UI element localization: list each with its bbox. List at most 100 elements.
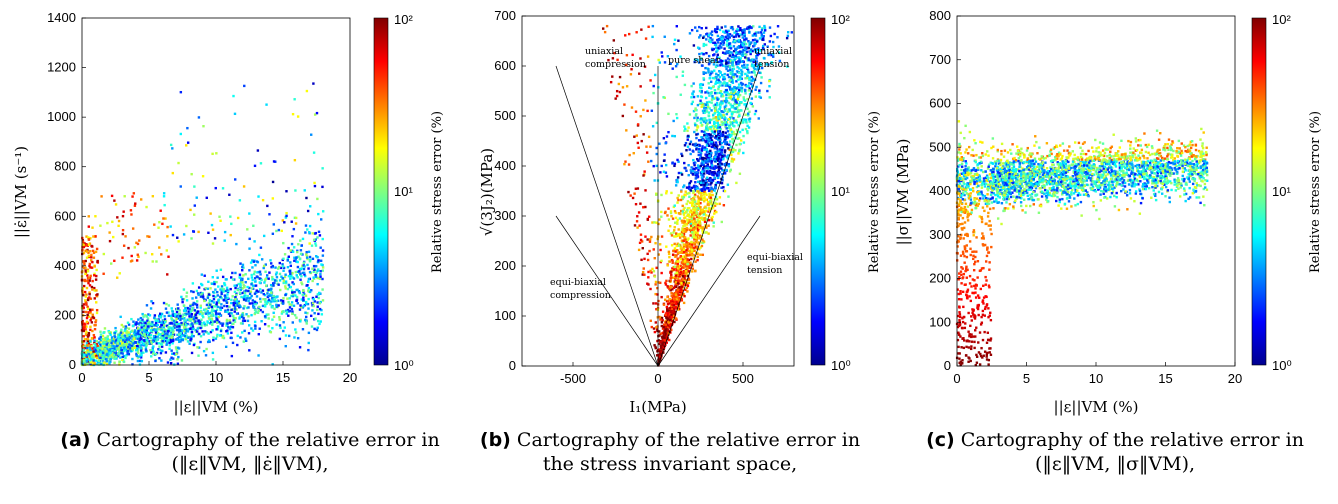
- point-a: [219, 306, 222, 309]
- point-a: [197, 354, 200, 357]
- point-b: [668, 287, 671, 291]
- point-b: [685, 186, 689, 189]
- point-a: [316, 326, 319, 330]
- point-b: [730, 115, 734, 118]
- point-a: [91, 308, 94, 311]
- point-a: [138, 340, 141, 344]
- point-b: [771, 40, 775, 44]
- point-a: [129, 209, 133, 212]
- point-a: [244, 273, 247, 276]
- point-a: [91, 347, 94, 350]
- point-a: [86, 348, 89, 352]
- point-b: [681, 275, 685, 278]
- point-a: [207, 306, 210, 309]
- point-a: [151, 195, 155, 198]
- point-b: [655, 152, 658, 156]
- point-b: [719, 128, 722, 131]
- point-b: [705, 110, 709, 113]
- point-b: [634, 187, 638, 190]
- point-b: [768, 26, 772, 29]
- point-b: [738, 130, 742, 134]
- point-b: [718, 126, 722, 129]
- point-a: [165, 302, 168, 306]
- point-b: [670, 275, 673, 278]
- point-b: [684, 288, 687, 292]
- point-a: [225, 330, 228, 333]
- point-a: [209, 318, 212, 322]
- point-a: [98, 343, 102, 347]
- point-b: [700, 244, 704, 248]
- point-a: [86, 339, 90, 343]
- point-a: [255, 260, 259, 263]
- point-a: [89, 355, 93, 359]
- point-a: [167, 339, 170, 342]
- point-a: [206, 321, 209, 324]
- point-a: [239, 282, 242, 286]
- point-b: [732, 40, 735, 44]
- point-a: [302, 290, 305, 294]
- point-b: [724, 52, 727, 55]
- point-b: [678, 289, 682, 292]
- point-a: [243, 84, 246, 88]
- point-a: [81, 355, 84, 359]
- point-a: [302, 261, 306, 265]
- point-b: [665, 311, 668, 315]
- point-a: [294, 189, 297, 192]
- point-a: [197, 293, 200, 296]
- point-b: [761, 27, 764, 30]
- point-b: [699, 82, 703, 86]
- point-b: [733, 90, 737, 93]
- point-a: [242, 296, 245, 300]
- point-a: [300, 267, 303, 270]
- point-a: [149, 329, 153, 332]
- point-a: [301, 293, 304, 297]
- point-a: [151, 323, 154, 326]
- point-a: [282, 297, 285, 300]
- point-a: [199, 335, 203, 338]
- point-b: [661, 345, 664, 348]
- point-b: [678, 307, 681, 311]
- point-a: [125, 326, 128, 329]
- point-b: [720, 46, 723, 49]
- point-a: [246, 228, 249, 231]
- point-b: [701, 187, 704, 191]
- point-b: [666, 55, 670, 58]
- point-b: [710, 101, 713, 104]
- point-b: [697, 153, 700, 157]
- point-a: [195, 317, 198, 320]
- point-b: [700, 95, 704, 99]
- point-a: [300, 244, 304, 247]
- point-a: [112, 342, 115, 345]
- point-a: [137, 348, 140, 351]
- point-b: [680, 219, 684, 222]
- point-b: [710, 204, 714, 207]
- point-a: [264, 263, 267, 266]
- point-a: [214, 315, 218, 319]
- point-a: [103, 331, 106, 334]
- point-b: [754, 95, 758, 98]
- point-b: [671, 134, 674, 138]
- point-a: [320, 308, 323, 312]
- point-a: [307, 250, 311, 254]
- point-a: [136, 327, 140, 330]
- point-b: [667, 130, 670, 134]
- point-a: [177, 307, 180, 310]
- point-a: [99, 363, 103, 366]
- point-a: [303, 292, 306, 296]
- point-b: [621, 86, 625, 89]
- point-a: [218, 312, 221, 315]
- point-a: [87, 315, 91, 318]
- point-a: [306, 209, 310, 213]
- point-a: [92, 333, 96, 337]
- point-b: [662, 338, 665, 342]
- point-b: [682, 301, 686, 305]
- point-a: [194, 314, 197, 317]
- point-a: [126, 349, 130, 353]
- point-b: [663, 61, 667, 64]
- point-b: [708, 196, 711, 199]
- point-a: [246, 294, 249, 298]
- point-a: [125, 347, 128, 350]
- point-b: [743, 63, 746, 66]
- point-a: [205, 347, 208, 351]
- point-b: [643, 257, 646, 261]
